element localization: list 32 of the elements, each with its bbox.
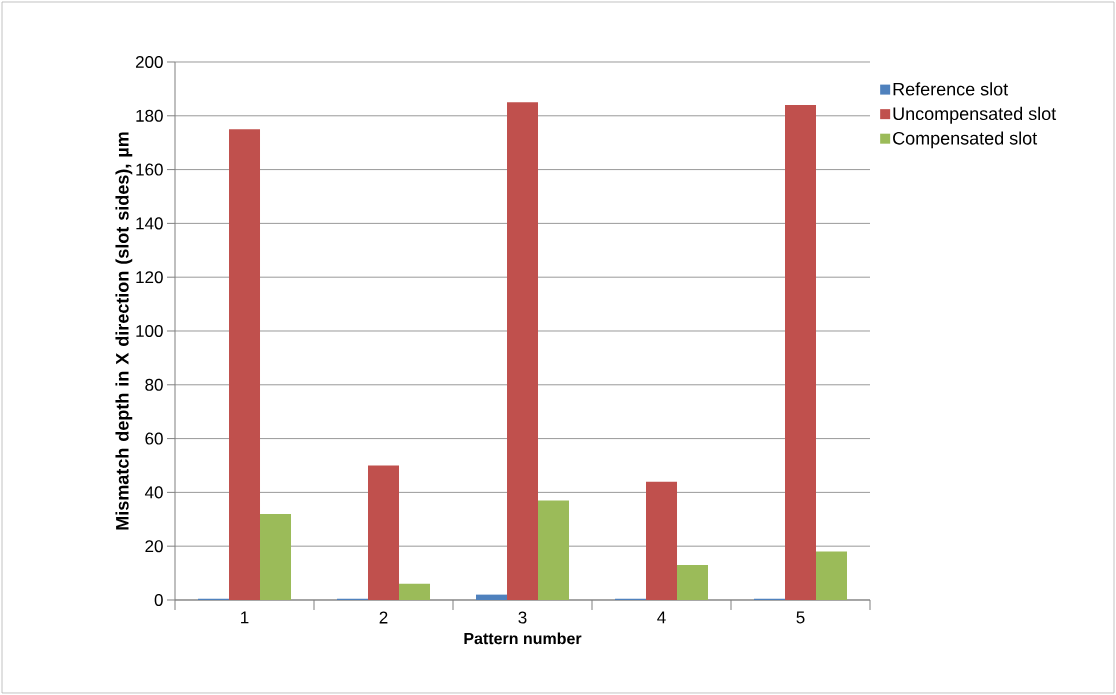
bar (476, 594, 508, 600)
bar (816, 551, 848, 600)
y-tick-label: 140 (136, 217, 163, 230)
y-tick-label: 200 (135, 55, 163, 69)
x-tick-label: 4 (657, 611, 666, 624)
legend-label: Uncompensated slot (893, 106, 1057, 124)
y-tick-label: 180 (136, 109, 163, 122)
y-tick-label: 160 (136, 163, 163, 176)
legend-label: Compensated slot (893, 131, 1038, 149)
x-tick-label: 2 (379, 611, 388, 624)
bar (229, 129, 261, 600)
bar (785, 105, 817, 600)
legend-label: Reference slot (893, 82, 1009, 96)
bar (260, 513, 292, 600)
y-tick-label: 40 (144, 486, 163, 499)
bar (646, 481, 678, 600)
bar (677, 565, 709, 600)
y-tick-label: 60 (145, 432, 163, 445)
x-tick-label: 5 (796, 611, 805, 624)
x-axis-title: Pattern number (464, 632, 582, 645)
x-tick-label: 3 (518, 611, 527, 624)
bar (368, 465, 400, 600)
bar (507, 102, 539, 600)
x-tick-label: 1 (241, 611, 249, 624)
bar (538, 500, 570, 600)
y-tick-label: 80 (145, 378, 163, 391)
bar (399, 583, 431, 600)
y-tick-label: 0 (154, 593, 163, 607)
y-axis-title: Mismatch depth in X direction (slot sides), µm (115, 132, 133, 530)
y-tick-label: 120 (136, 271, 163, 284)
y-tick-label: 100 (136, 324, 163, 338)
y-tick-label: 20 (145, 540, 163, 553)
